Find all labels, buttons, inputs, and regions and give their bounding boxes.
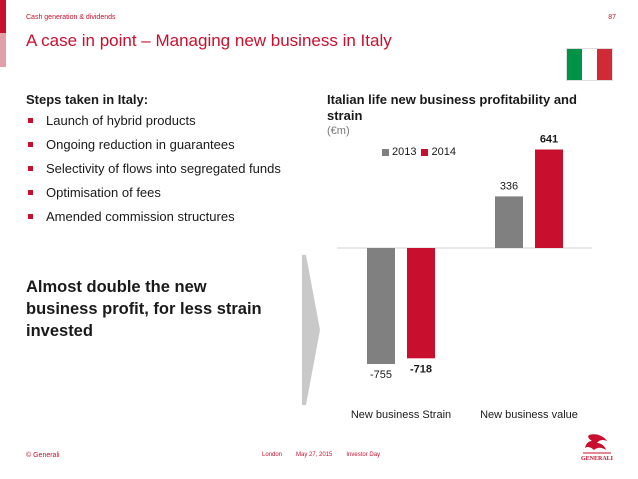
legend-item-2013: 2013: [382, 146, 416, 158]
data-label-2013-1: 336: [500, 180, 518, 192]
bullet-icon: [28, 190, 33, 195]
chevron-right-icon: [302, 255, 320, 405]
data-label-2014-1: 641: [540, 134, 558, 146]
section-label: Cash generation & dividends: [26, 14, 116, 21]
conclusion-text: Almost double the new business profit, f…: [26, 278, 262, 340]
list-item: Selectivity of flows into segregated fun…: [26, 161, 291, 177]
legend-label-2013: 2013: [392, 146, 417, 158]
step-text: Amended commission structures: [46, 209, 235, 224]
bar-2013-1: [495, 196, 523, 248]
step-text: Ongoing reduction in guarantees: [46, 137, 235, 152]
bullet-icon: [28, 214, 33, 219]
flag-stripe-green: [567, 49, 582, 80]
step-text: Optimisation of fees: [46, 185, 161, 200]
bar-2013-0: [367, 248, 395, 364]
footer-event: Investor Day: [346, 452, 381, 458]
legend-label-2014: 2014: [431, 146, 456, 158]
header-accent-bar: [0, 0, 6, 34]
italian-flag-icon: [566, 48, 613, 81]
chart-title: Italian life new business profitability …: [327, 92, 577, 123]
legend-item-2014: 2014: [421, 146, 456, 158]
footer-date: May 27, 2015: [296, 452, 333, 458]
footer-location: London: [262, 452, 283, 458]
chart-unit: (€m): [327, 125, 350, 137]
list-item: Ongoing reduction in guarantees: [26, 137, 291, 153]
category-label: New business value: [480, 409, 578, 421]
list-item: Launch of hybrid products: [26, 113, 291, 129]
list-item: Optimisation of fees: [26, 185, 291, 201]
copyright: © Generali: [26, 452, 60, 459]
step-text: Selectivity of flows into segregated fun…: [46, 161, 281, 176]
chart-legend: 2013 2014: [382, 146, 461, 158]
bar-2014-1: [535, 149, 563, 248]
list-item: Amended commission structures: [26, 209, 291, 225]
data-label-2013-0: -755: [370, 369, 392, 381]
flag-stripe-red: [597, 49, 612, 80]
bullet-icon: [28, 166, 33, 171]
generali-lion-logo: GENERALI: [581, 434, 614, 462]
legend-swatch-2013: [382, 148, 389, 156]
logo-text: GENERALI: [581, 456, 614, 462]
category-label: New business Strain: [351, 409, 451, 421]
steps-list: Launch of hybrid products Ongoing reduct…: [26, 113, 291, 233]
data-label-2014-0: -718: [410, 363, 432, 375]
bar-2014-0: [407, 248, 435, 359]
page-title: A case in point – Managing new business …: [26, 31, 392, 50]
legend-swatch-2014: [421, 148, 429, 156]
step-text: Launch of hybrid products: [46, 113, 196, 128]
bullet-icon: [28, 142, 33, 147]
page-number: 87: [608, 14, 616, 21]
flag-stripe-white: [582, 49, 597, 80]
footer-info: London May 27, 2015 Investor Day: [262, 452, 380, 458]
steps-heading: Steps taken in Italy:: [26, 92, 149, 107]
title-accent-bar: [0, 33, 6, 67]
bullet-icon: [28, 118, 33, 123]
